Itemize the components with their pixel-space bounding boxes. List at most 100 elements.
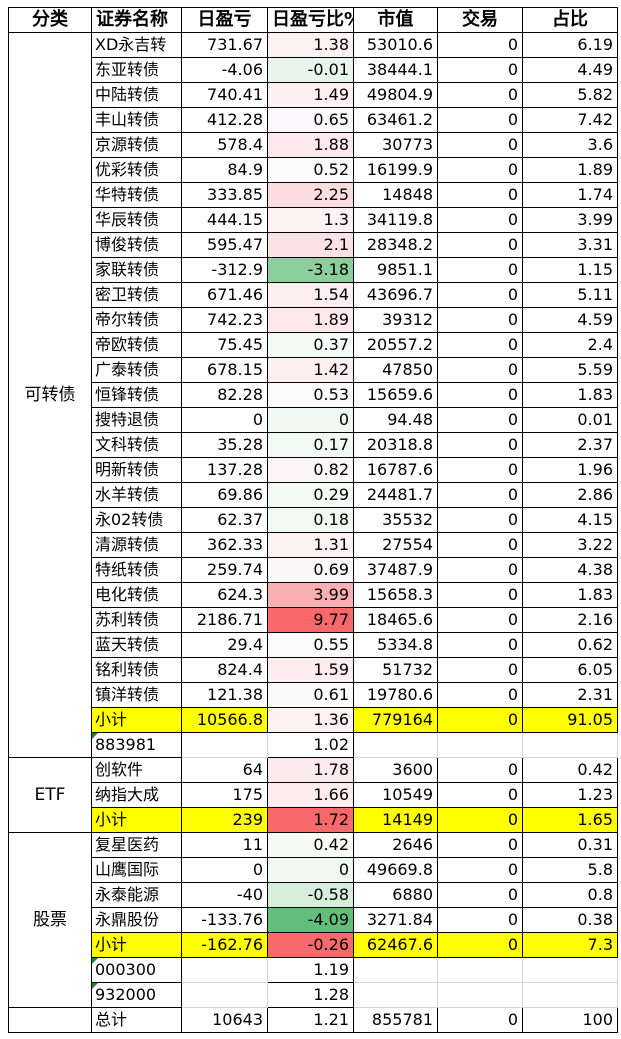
trade-cell[interactable]: 0	[437, 582, 523, 608]
market-value-cell[interactable]: 14848	[353, 182, 438, 208]
daily-pnl-cell[interactable]: 175	[181, 782, 268, 808]
daily-pnl-cell[interactable]: 740.41	[181, 82, 268, 108]
market-value-cell[interactable]: 37487.9	[353, 557, 438, 583]
header-daily-pnl[interactable]: 日盈亏	[181, 7, 268, 33]
market-value-cell[interactable]: 47850	[353, 357, 438, 383]
security-name-cell[interactable]: 广泰转债	[91, 357, 182, 383]
market-value-cell[interactable]: 18465.6	[353, 607, 438, 633]
market-value-cell[interactable]: 6880	[353, 882, 438, 908]
security-name-cell[interactable]: 纳指大成	[91, 782, 182, 808]
daily-pnl-cell[interactable]: 362.33	[181, 532, 268, 558]
trade-cell[interactable]: 0	[437, 32, 523, 58]
market-value-cell[interactable]: 49804.9	[353, 82, 438, 108]
subtotal-trade-cell[interactable]: 0	[437, 707, 523, 733]
daily-pnl-cell[interactable]: 595.47	[181, 232, 268, 258]
category-cell[interactable]: ETF	[8, 757, 92, 833]
header-trade[interactable]: 交易	[437, 7, 523, 33]
header-share[interactable]: 占比	[522, 7, 618, 33]
header-daily-pnl-pct[interactable]: 日盈亏比%	[267, 7, 354, 33]
market-value-cell[interactable]: 15659.6	[353, 382, 438, 408]
share-cell[interactable]: 0.8	[522, 882, 618, 908]
daily-pnl-pct-cell[interactable]: 3.99	[267, 582, 354, 608]
daily-pnl-pct-cell[interactable]: 1.88	[267, 132, 354, 158]
daily-pnl-pct-cell[interactable]: 1.59	[267, 657, 354, 683]
daily-pnl-pct-cell[interactable]: 0.82	[267, 457, 354, 483]
security-name-cell[interactable]: 山鹰国际	[91, 857, 182, 883]
daily-pnl-cell[interactable]: 84.9	[181, 157, 268, 183]
share-cell[interactable]: 2.37	[522, 432, 618, 458]
daily-pnl-cell[interactable]: 824.4	[181, 657, 268, 683]
subtotal-pnl-cell[interactable]: -162.76	[181, 932, 268, 958]
security-name-cell[interactable]: 华特转债	[91, 182, 182, 208]
security-name-cell[interactable]: 家联转债	[91, 257, 182, 283]
market-value-cell[interactable]: 3271.84	[353, 907, 438, 933]
security-name-cell[interactable]: 京源转债	[91, 132, 182, 158]
market-value-cell[interactable]: 34119.8	[353, 207, 438, 233]
subtotal-share-cell[interactable]: 91.05	[522, 707, 618, 733]
security-name-cell[interactable]: 复星医药	[91, 832, 182, 858]
security-name-cell[interactable]: 永鼎股份	[91, 907, 182, 933]
share-cell[interactable]: 3.6	[522, 132, 618, 158]
share-cell[interactable]: 0.38	[522, 907, 618, 933]
security-name-cell[interactable]: 中陆转债	[91, 82, 182, 108]
trade-cell[interactable]: 0	[437, 182, 523, 208]
trade-cell[interactable]: 0	[437, 107, 523, 133]
index-empty-cell[interactable]	[437, 957, 523, 983]
share-cell[interactable]: 1.89	[522, 157, 618, 183]
daily-pnl-pct-cell[interactable]: 0.61	[267, 682, 354, 708]
index-empty-cell[interactable]	[522, 982, 618, 1008]
subtotal-value-cell[interactable]: 62467.6	[353, 932, 438, 958]
security-name-cell[interactable]: 永02转债	[91, 507, 182, 533]
share-cell[interactable]: 7.42	[522, 107, 618, 133]
daily-pnl-cell[interactable]: 75.45	[181, 332, 268, 358]
market-value-cell[interactable]: 16787.6	[353, 457, 438, 483]
daily-pnl-cell[interactable]: 259.74	[181, 557, 268, 583]
daily-pnl-cell[interactable]: 121.38	[181, 682, 268, 708]
trade-cell[interactable]: 0	[437, 607, 523, 633]
daily-pnl-pct-cell[interactable]: 1.78	[267, 757, 354, 783]
total-pnl-cell[interactable]: 10643	[181, 1007, 268, 1033]
daily-pnl-pct-cell[interactable]: 0.69	[267, 557, 354, 583]
trade-cell[interactable]: 0	[437, 782, 523, 808]
security-name-cell[interactable]: 电化转债	[91, 582, 182, 608]
share-cell[interactable]: 5.8	[522, 857, 618, 883]
trade-cell[interactable]: 0	[437, 207, 523, 233]
trade-cell[interactable]: 0	[437, 857, 523, 883]
subtotal-pnl-cell[interactable]: 239	[181, 807, 268, 833]
share-cell[interactable]: 2.16	[522, 607, 618, 633]
daily-pnl-cell[interactable]: -312.9	[181, 257, 268, 283]
share-cell[interactable]: 5.82	[522, 82, 618, 108]
index-empty-cell[interactable]	[353, 957, 438, 983]
daily-pnl-pct-cell[interactable]: -3.18	[267, 257, 354, 283]
market-value-cell[interactable]: 63461.2	[353, 107, 438, 133]
trade-cell[interactable]: 0	[437, 357, 523, 383]
share-cell[interactable]: 0.62	[522, 632, 618, 658]
security-name-cell[interactable]: 铭利转债	[91, 657, 182, 683]
daily-pnl-cell[interactable]: 82.28	[181, 382, 268, 408]
subtotal-value-cell[interactable]: 14149	[353, 807, 438, 833]
daily-pnl-pct-cell[interactable]: 2.1	[267, 232, 354, 258]
subtotal-share-cell[interactable]: 1.65	[522, 807, 618, 833]
daily-pnl-cell[interactable]: 624.3	[181, 582, 268, 608]
trade-cell[interactable]: 0	[437, 232, 523, 258]
daily-pnl-cell[interactable]: 137.28	[181, 457, 268, 483]
header-security-name[interactable]: 证券名称	[91, 7, 182, 33]
trade-cell[interactable]: 0	[437, 682, 523, 708]
market-value-cell[interactable]: 43696.7	[353, 282, 438, 308]
daily-pnl-cell[interactable]: 29.4	[181, 632, 268, 658]
daily-pnl-pct-cell[interactable]: 0.37	[267, 332, 354, 358]
subtotal-value-cell[interactable]: 779164	[353, 707, 438, 733]
security-name-cell[interactable]: 帝尔转债	[91, 307, 182, 333]
daily-pnl-cell[interactable]: 62.37	[181, 507, 268, 533]
security-name-cell[interactable]: 特纸转债	[91, 557, 182, 583]
daily-pnl-pct-cell[interactable]: 1.66	[267, 782, 354, 808]
total-category-cell[interactable]	[8, 1007, 92, 1033]
index-empty-cell[interactable]	[353, 732, 438, 758]
daily-pnl-cell[interactable]: 412.28	[181, 107, 268, 133]
daily-pnl-pct-cell[interactable]: 0	[267, 857, 354, 883]
subtotal-share-cell[interactable]: 7.3	[522, 932, 618, 958]
security-name-cell[interactable]: 密卫转债	[91, 282, 182, 308]
trade-cell[interactable]: 0	[437, 132, 523, 158]
trade-cell[interactable]: 0	[437, 482, 523, 508]
daily-pnl-pct-cell[interactable]: 1.54	[267, 282, 354, 308]
